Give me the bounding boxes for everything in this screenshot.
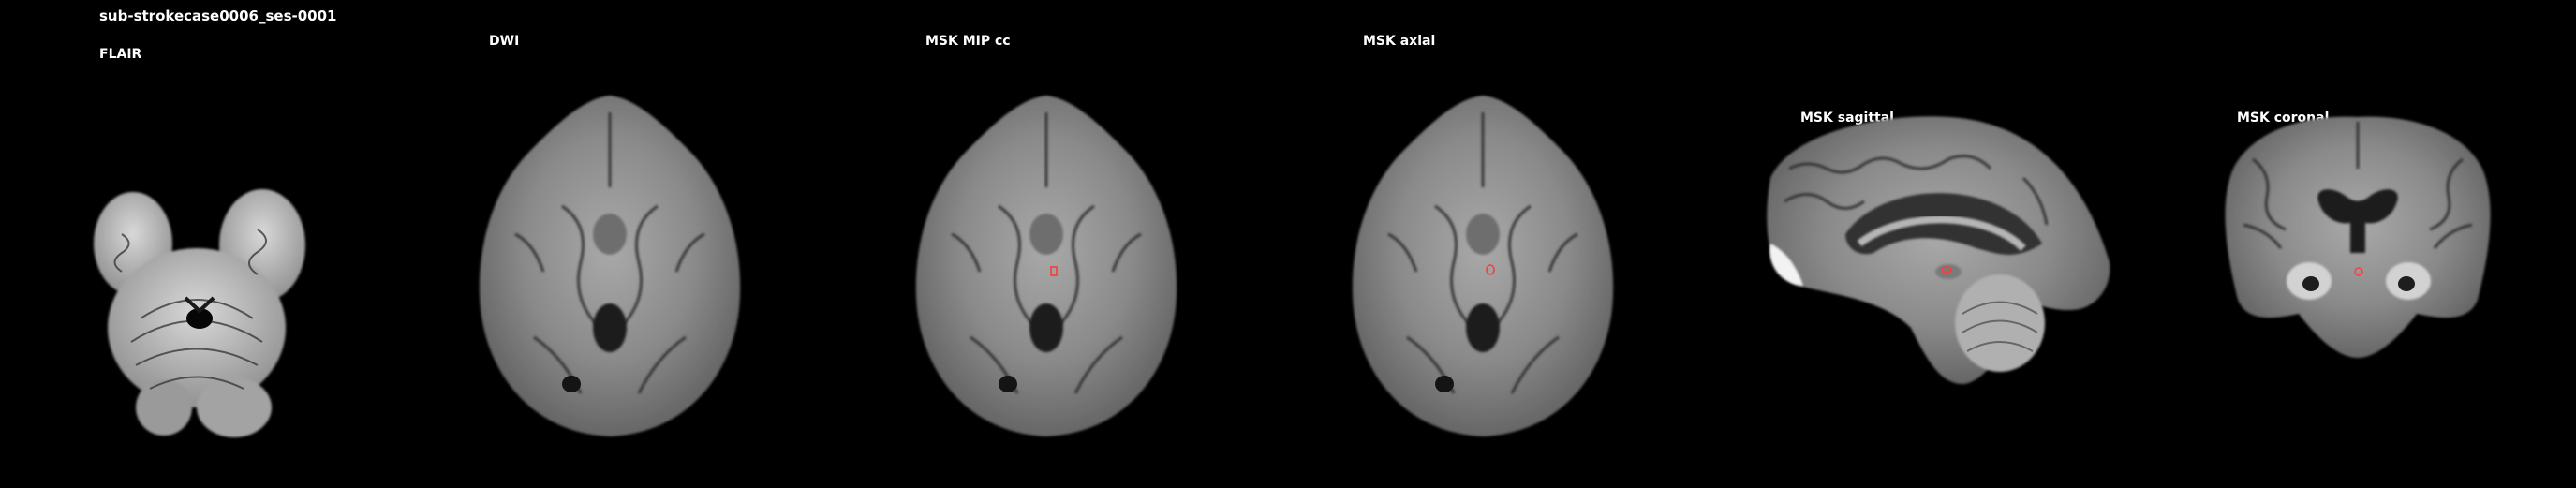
panel-label-msk-axial: MSK axial xyxy=(1363,34,1436,49)
msk-mip-cc-slice-image xyxy=(915,96,1177,436)
msk-sagittal-slice-image xyxy=(1767,116,2110,385)
panel-label-msk-mip-cc: MSK MIP cc xyxy=(925,34,1011,49)
mask-marker xyxy=(1941,266,1952,274)
msk-coronal-slice-image xyxy=(2225,116,2491,359)
figure-title: sub-strokecase0006_ses-0001 xyxy=(99,7,337,24)
mask-marker xyxy=(2354,267,2363,276)
msk-axial-slice-image xyxy=(1352,96,1614,436)
panel-label-dwi: DWI xyxy=(489,34,520,49)
mask-marker xyxy=(1050,266,1058,276)
mask-marker xyxy=(1486,264,1495,275)
dwi-slice-image xyxy=(479,96,741,436)
flair-slice-image xyxy=(94,189,305,437)
panel-label-flair: FLAIR xyxy=(99,47,142,62)
panel-label-msk-sagittal: MSK sagittal xyxy=(1800,111,1894,126)
